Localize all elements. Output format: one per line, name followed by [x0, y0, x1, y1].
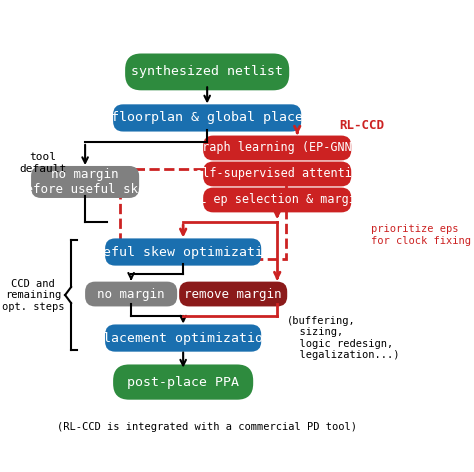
Text: graph learning (EP-GNN): graph learning (EP-GNN) — [195, 142, 359, 154]
Text: self-supervised attention: self-supervised attention — [188, 168, 366, 180]
FancyBboxPatch shape — [203, 161, 351, 186]
Text: post-place PPA: post-place PPA — [127, 376, 239, 388]
FancyBboxPatch shape — [113, 104, 301, 132]
Text: RL ep selection & margin: RL ep selection & margin — [191, 194, 363, 206]
FancyBboxPatch shape — [31, 166, 139, 198]
Text: tool
default: tool default — [19, 152, 67, 174]
Text: (RL-CCD is integrated with a commercial PD tool): (RL-CCD is integrated with a commercial … — [57, 422, 357, 432]
Text: RL-CCD: RL-CCD — [339, 119, 384, 133]
Text: useful skew optimization: useful skew optimization — [87, 245, 279, 259]
Text: prioritize eps
for clock fixing: prioritize eps for clock fixing — [371, 224, 471, 246]
Text: placement optimization: placement optimization — [95, 331, 271, 345]
Text: no margin: no margin — [97, 287, 165, 301]
FancyBboxPatch shape — [105, 324, 261, 352]
FancyBboxPatch shape — [179, 282, 287, 306]
FancyBboxPatch shape — [203, 135, 351, 160]
Text: CCD and
remaining
opt. steps: CCD and remaining opt. steps — [2, 278, 64, 312]
Text: synthesized netlist: synthesized netlist — [131, 66, 283, 78]
Text: no margin
before useful skew: no margin before useful skew — [18, 168, 153, 196]
FancyBboxPatch shape — [125, 53, 289, 90]
Text: remove margin: remove margin — [184, 287, 282, 301]
FancyBboxPatch shape — [105, 238, 261, 266]
Text: (buffering,
  sizing,
  logic redesign,
  legalization...): (buffering, sizing, logic redesign, lega… — [287, 316, 400, 361]
FancyBboxPatch shape — [203, 187, 351, 212]
FancyBboxPatch shape — [113, 364, 253, 400]
FancyBboxPatch shape — [85, 282, 177, 306]
Text: floorplan & global place: floorplan & global place — [111, 111, 303, 125]
